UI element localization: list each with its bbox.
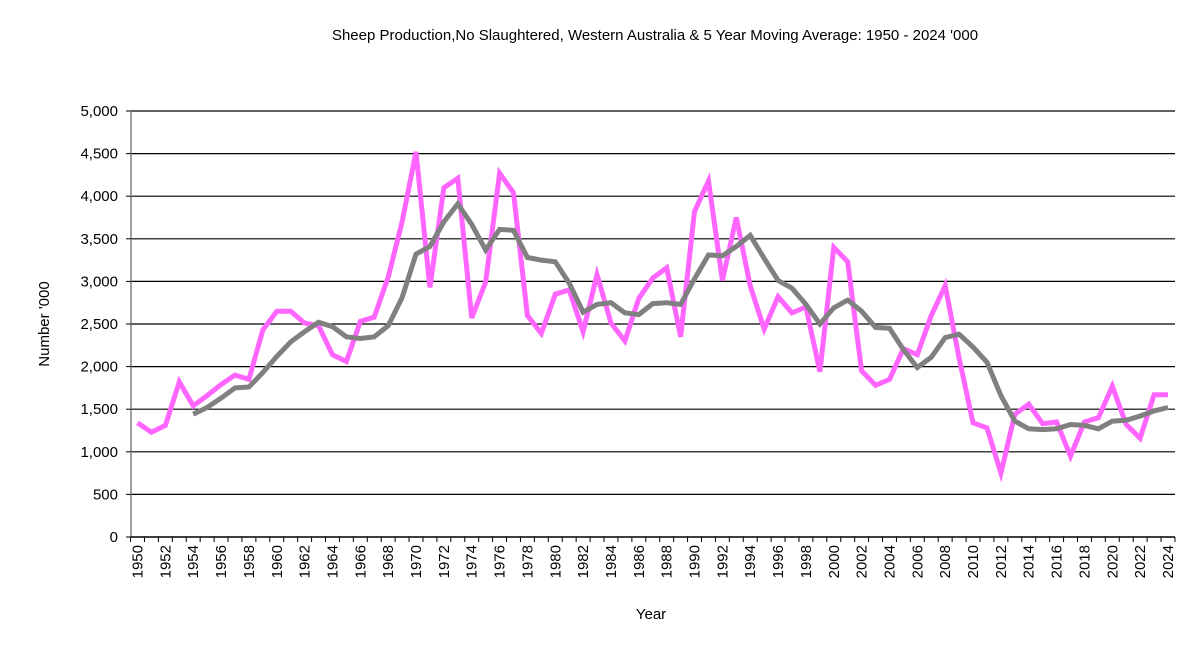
- x-tick-label: 1998: [798, 545, 815, 578]
- series-line-moving-average: [192, 199, 1169, 433]
- x-axis-ticks: 1950 1952 1954 1956 1958 1960 1962 1964 1966 1968…: [130, 537, 1177, 578]
- x-tick-label: 1972: [436, 545, 453, 578]
- y-tick-label: 1,000: [80, 444, 118, 461]
- x-tick-label: 1964: [324, 545, 341, 578]
- x-tick-label: 1952: [157, 545, 174, 578]
- x-tick-label: 1996: [770, 545, 787, 578]
- y-tick-label: 4,000: [80, 188, 118, 205]
- x-tick-label: 2014: [1021, 545, 1038, 578]
- y-axis-ticks: 0 500 1,000 1,500 2,000 2,500 3,000 3,500 4,000 4…: [80, 103, 131, 546]
- x-tick-label: 1968: [380, 545, 397, 578]
- x-tick-label: 2022: [1132, 545, 1149, 578]
- x-tick-label: 2010: [965, 545, 982, 578]
- x-tick-label: 1980: [547, 545, 564, 578]
- y-tick-label: 3,000: [80, 273, 118, 290]
- x-tick-label: 1950: [130, 545, 147, 578]
- x-tick-label: 1984: [603, 545, 620, 578]
- x-axis-title: Year: [636, 606, 666, 623]
- x-tick-label: 1988: [659, 545, 676, 578]
- x-tick-label: 2008: [937, 545, 954, 578]
- x-tick-label: 1966: [352, 545, 369, 578]
- x-tick-label: 1960: [269, 545, 286, 578]
- y-tick-label: 5,000: [80, 103, 118, 120]
- x-tick-label: 1976: [492, 545, 509, 578]
- x-tick-label: 2018: [1076, 545, 1093, 578]
- y-axis-title: Number '000: [36, 281, 53, 366]
- x-tick-label: 1962: [297, 545, 314, 578]
- y-tick-label: 0: [110, 529, 118, 546]
- x-tick-label: 1954: [185, 545, 202, 578]
- x-tick-label: 1974: [464, 545, 481, 578]
- x-tick-label: 1978: [519, 545, 536, 578]
- y-tick-label: 1,500: [80, 401, 118, 418]
- x-tick-label: 2006: [909, 545, 926, 578]
- x-tick-label: 1986: [631, 545, 648, 578]
- x-tick-label: 1970: [408, 545, 425, 578]
- y-tick-label: 2,500: [80, 316, 118, 333]
- series-line-slaughtered: [136, 151, 1168, 483]
- chart-title: Sheep Production,No Slaughtered, Western…: [331, 27, 979, 44]
- x-tick-label: 2016: [1049, 545, 1066, 578]
- x-tick-label: 1956: [213, 545, 230, 578]
- x-tick-label: 1992: [714, 545, 731, 578]
- gridlines: [131, 110, 1175, 495]
- x-tick-label: 1990: [687, 545, 704, 578]
- y-tick-label: 4,500: [80, 146, 118, 163]
- x-tick-label: 2020: [1104, 545, 1121, 578]
- y-tick-label: 3,500: [80, 231, 118, 248]
- x-tick-label: 2004: [881, 545, 898, 578]
- x-tick-label: 2002: [854, 545, 871, 578]
- x-tick-label: 1982: [575, 545, 592, 578]
- x-tick-label: 2024: [1160, 545, 1177, 578]
- y-tick-label: 500: [93, 486, 118, 503]
- y-tick-label: 2,000: [80, 359, 118, 376]
- series-lines: [136, 151, 1169, 483]
- x-tick-label: 1994: [742, 545, 759, 578]
- x-tick-label: 2012: [993, 545, 1010, 578]
- x-tick-label: 2000: [826, 545, 843, 578]
- x-tick-label: 1958: [241, 545, 258, 578]
